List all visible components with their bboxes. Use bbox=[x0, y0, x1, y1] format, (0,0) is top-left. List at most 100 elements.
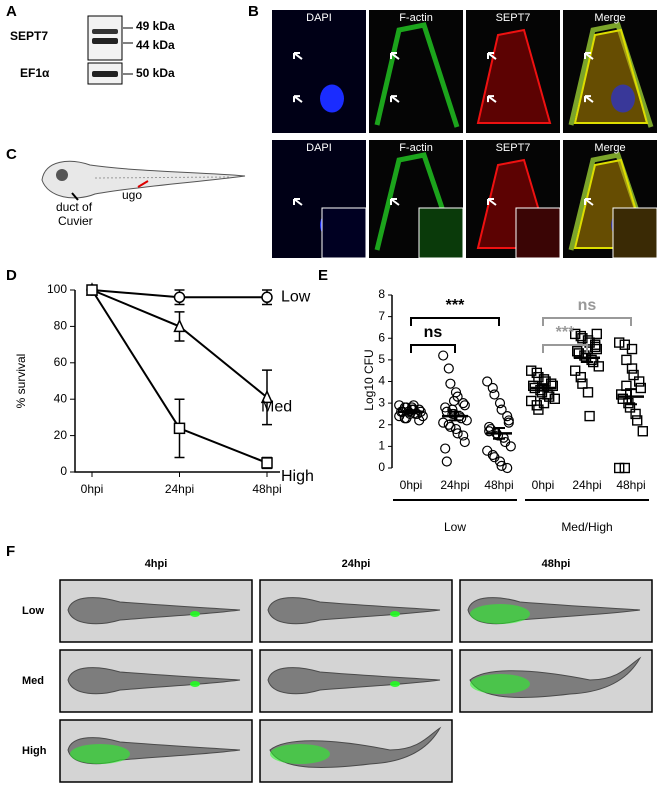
y-tick-label: 0 bbox=[60, 464, 67, 478]
arrow bbox=[584, 198, 594, 206]
point bbox=[458, 430, 469, 441]
y-tick-label: 100 bbox=[47, 282, 67, 296]
point bbox=[484, 426, 495, 437]
series-label: High bbox=[281, 468, 314, 485]
point bbox=[635, 382, 646, 394]
sem-bar bbox=[581, 352, 593, 364]
point bbox=[634, 376, 645, 387]
point bbox=[628, 369, 639, 381]
significance-bracket bbox=[542, 344, 588, 353]
point bbox=[459, 400, 470, 411]
series-line bbox=[91, 289, 268, 399]
arrow bbox=[584, 52, 594, 60]
micrograph bbox=[466, 10, 560, 133]
micrograph-column-label: DAPI bbox=[306, 142, 332, 154]
y-tick-label: 20 bbox=[54, 428, 68, 442]
point bbox=[626, 343, 638, 355]
point bbox=[626, 363, 638, 374]
point bbox=[496, 404, 507, 415]
actin-signal bbox=[374, 152, 460, 253]
row-label: Low bbox=[22, 605, 44, 617]
point bbox=[544, 391, 555, 402]
significance-label: *** bbox=[556, 324, 575, 341]
arrow bbox=[137, 180, 149, 188]
point bbox=[440, 402, 451, 413]
point bbox=[482, 376, 493, 387]
infection-signal bbox=[470, 604, 530, 624]
point bbox=[503, 415, 514, 426]
row-label: Med bbox=[22, 675, 44, 687]
significance-bracket bbox=[410, 317, 500, 326]
larva-segments bbox=[94, 176, 231, 179]
point bbox=[590, 339, 601, 350]
point bbox=[440, 443, 451, 454]
row-label: High bbox=[22, 745, 47, 757]
arrow bbox=[293, 52, 303, 60]
y-axis-label: % survival bbox=[14, 354, 28, 409]
point bbox=[637, 426, 648, 437]
infection-signal bbox=[470, 674, 530, 694]
arrow bbox=[293, 95, 303, 103]
point bbox=[582, 387, 594, 398]
point bbox=[494, 456, 506, 467]
point bbox=[173, 291, 186, 304]
group-label: Med/High bbox=[561, 520, 612, 534]
x-tick-label: 48hpi bbox=[484, 478, 513, 492]
micrograph-column-label: Merge bbox=[594, 142, 625, 154]
infection-signal bbox=[190, 681, 200, 687]
point bbox=[505, 441, 516, 452]
column-label: 48hpi bbox=[542, 558, 571, 570]
point bbox=[538, 397, 550, 409]
point bbox=[502, 462, 513, 474]
schematic-label: ugo bbox=[122, 188, 142, 202]
point bbox=[630, 408, 641, 420]
panel-label: E bbox=[318, 267, 328, 284]
point bbox=[459, 436, 470, 448]
y-tick-label: 40 bbox=[54, 391, 68, 405]
infection-signal bbox=[390, 611, 400, 617]
nucleus bbox=[611, 84, 635, 113]
point bbox=[614, 337, 625, 348]
point bbox=[632, 415, 643, 426]
point bbox=[533, 404, 544, 415]
y-tick-label: 6 bbox=[378, 330, 385, 344]
group-label: Low bbox=[444, 520, 466, 534]
infection-signal bbox=[390, 681, 400, 687]
y-tick-label: 60 bbox=[54, 355, 68, 369]
y-tick-label: 80 bbox=[54, 319, 68, 333]
micrograph-column-label: F-actin bbox=[399, 142, 433, 154]
panel-label: F bbox=[6, 543, 15, 560]
significance-label: *** bbox=[446, 297, 465, 314]
point bbox=[591, 328, 602, 340]
micrograph-column-label: Merge bbox=[594, 12, 625, 24]
micrograph bbox=[272, 10, 366, 133]
larva bbox=[67, 667, 241, 695]
inset bbox=[612, 207, 658, 259]
arrow bbox=[390, 198, 400, 206]
series-label: Med bbox=[261, 399, 292, 416]
schematic-label: Cuvier bbox=[58, 214, 93, 228]
y-tick-label: 1 bbox=[378, 439, 385, 453]
point bbox=[261, 457, 273, 469]
arrow bbox=[584, 95, 594, 103]
micrograph-column-label: DAPI bbox=[306, 12, 332, 24]
sem-bar bbox=[493, 426, 505, 440]
larva bbox=[67, 597, 241, 625]
point bbox=[489, 389, 500, 400]
point bbox=[441, 456, 452, 467]
point bbox=[414, 415, 425, 426]
point bbox=[487, 382, 498, 394]
point bbox=[503, 417, 514, 428]
blot-row-label: EF1α bbox=[20, 66, 50, 80]
infection-signal bbox=[70, 744, 130, 764]
arrow bbox=[487, 52, 497, 60]
band-label: 50 kDa bbox=[136, 66, 175, 80]
panel-label: D bbox=[6, 267, 17, 284]
arrow bbox=[487, 95, 497, 103]
sem-bar bbox=[449, 410, 461, 422]
point bbox=[448, 395, 460, 407]
blot-row-label: SEPT7 bbox=[10, 29, 48, 43]
micrograph-column-label: SEPT7 bbox=[496, 142, 531, 154]
micrograph bbox=[369, 10, 463, 133]
